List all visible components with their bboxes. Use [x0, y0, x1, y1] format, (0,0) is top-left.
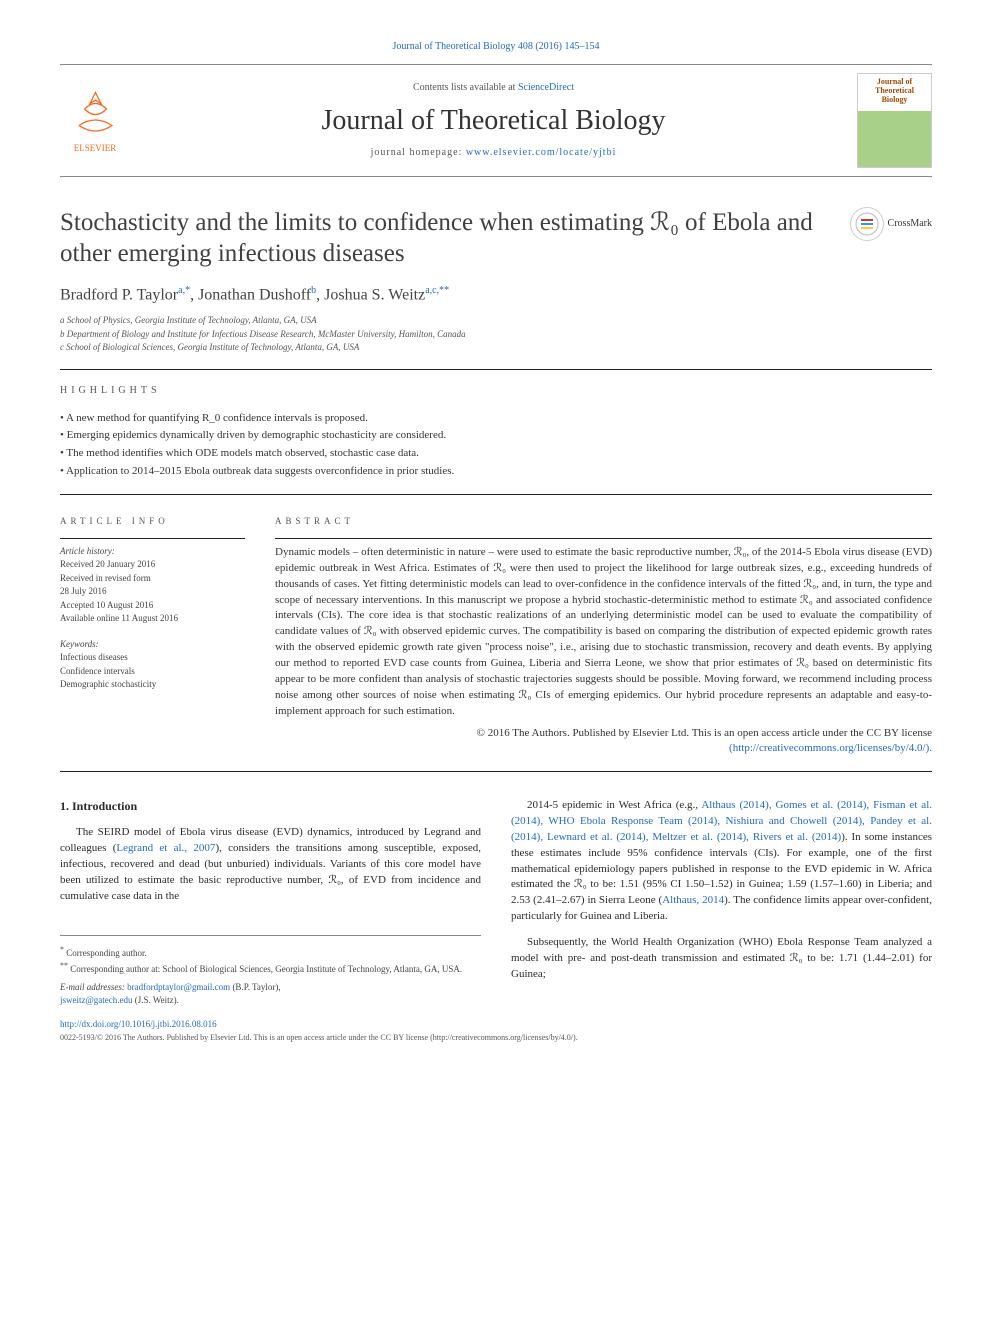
highlights-list: A new method for quantifying R_0 confide…	[60, 410, 932, 480]
crossmark-icon	[850, 207, 884, 241]
highlight-item: A new method for quantifying R_0 confide…	[60, 410, 932, 428]
abstract-text: Dynamic models – often deterministic in …	[275, 545, 932, 720]
body-column-left: 1. Introduction The SEIRD model of Ebola…	[60, 798, 481, 1008]
license-link[interactable]: (http://creativecommons.org/licenses/by/…	[729, 742, 932, 754]
affiliations: a School of Physics, Georgia Institute o…	[60, 314, 932, 355]
copyright-line: © 2016 The Authors. Published by Elsevie…	[275, 726, 932, 757]
journal-cover-thumbnail: Journal of Theoretical Biology	[857, 73, 932, 168]
body-paragraph: Subsequently, the World Health Organizat…	[511, 935, 932, 983]
highlight-item: Application to 2014–2015 Ebola outbreak …	[60, 463, 932, 481]
sciencedirect-link[interactable]: ScienceDirect	[518, 82, 574, 93]
elsevier-label: ELSEVIER	[74, 142, 117, 155]
homepage-line: journal homepage: www.elsevier.com/locat…	[150, 146, 837, 160]
journal-name: Journal of Theoretical Biology	[150, 101, 837, 140]
article-title: Stochasticity and the limits to confiden…	[60, 207, 835, 270]
keywords-block: Keywords: Infectious diseases Confidence…	[60, 638, 245, 692]
header-bar: ELSEVIER Contents lists available at Sci…	[60, 64, 932, 177]
authors: Bradford P. Taylora,*, Jonathan Dushoffb…	[60, 284, 932, 307]
email-link[interactable]: jsweitz@gatech.edu	[60, 995, 133, 1005]
article-info-heading: ARTICLE INFO	[60, 515, 245, 528]
journal-citation[interactable]: Journal of Theoretical Biology 408 (2016…	[60, 40, 932, 54]
citation-link[interactable]: Althaus, 2014	[662, 894, 724, 906]
crossmark-label: CrossMark	[888, 217, 932, 231]
highlight-item: Emerging epidemics dynamically driven by…	[60, 427, 932, 445]
elsevier-logo: ELSEVIER	[60, 81, 130, 161]
citation-link[interactable]: Legrand et al., 2007	[116, 842, 215, 854]
homepage-link[interactable]: www.elsevier.com/locate/yjtbi	[466, 147, 617, 158]
contents-line: Contents lists available at ScienceDirec…	[150, 81, 837, 95]
doi-link[interactable]: http://dx.doi.org/10.1016/j.jtbi.2016.08…	[60, 1018, 932, 1031]
body-paragraph: The SEIRD model of Ebola virus disease (…	[60, 825, 481, 905]
body-column-right: 2014-5 epidemic in West Africa (e.g., Al…	[511, 798, 932, 1008]
footnotes: * Corresponding author. ** Corresponding…	[60, 935, 481, 1008]
email-link[interactable]: bradfordptaylor@gmail.com	[127, 982, 230, 992]
abstract-heading: ABSTRACT	[275, 515, 932, 528]
highlights-heading: HIGHLIGHTS	[60, 384, 932, 398]
article-history: Article history: Received 20 January 201…	[60, 545, 245, 626]
section-heading-intro: 1. Introduction	[60, 798, 481, 815]
highlight-item: The method identifies which ODE models m…	[60, 445, 932, 463]
issn-copyright-footer: 0022-5193/© 2016 The Authors. Published …	[60, 1032, 932, 1043]
body-paragraph: 2014-5 epidemic in West Africa (e.g., Al…	[511, 798, 932, 926]
crossmark-badge[interactable]: CrossMark	[850, 207, 932, 241]
